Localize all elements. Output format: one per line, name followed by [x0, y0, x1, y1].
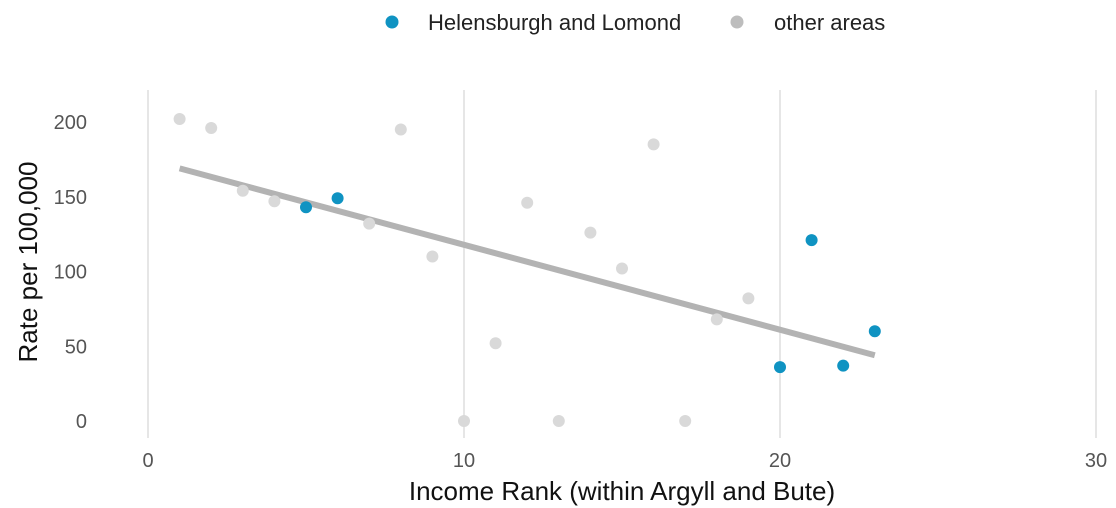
- legend-marker: [385, 15, 399, 29]
- data-points: [173, 113, 881, 427]
- y-tick-label: 100: [54, 262, 87, 284]
- data-point: [363, 217, 376, 230]
- x-tick-label: 30: [1085, 450, 1107, 472]
- data-point: [300, 201, 312, 214]
- data-point: [647, 138, 660, 151]
- x-axis-title: Income Rank (within Argyll and Bute): [409, 476, 835, 506]
- data-point: [331, 192, 344, 205]
- data-point: [584, 226, 597, 239]
- y-axis-title: Rate per 100,000: [13, 162, 43, 363]
- series-helensburgh-and-lomond: [300, 192, 881, 374]
- data-point: [458, 415, 470, 427]
- series-other-areas: [173, 113, 755, 427]
- data-point: [774, 361, 786, 374]
- data-point: [552, 415, 565, 427]
- data-point: [426, 250, 439, 263]
- y-tick-label: 200: [54, 112, 87, 134]
- data-point: [489, 337, 502, 350]
- gridlines: [147, 90, 1097, 438]
- y-tick-label: 150: [54, 187, 87, 209]
- y-tick-label: 0: [76, 411, 87, 433]
- data-point: [236, 184, 249, 197]
- y-axis-ticks: 0 50 100 150 200: [54, 112, 87, 433]
- data-point: [710, 313, 723, 326]
- data-point: [205, 121, 218, 134]
- data-point: [173, 113, 186, 126]
- x-tick-label: 0: [142, 450, 153, 472]
- legend-item-other-areas: other areas: [730, 10, 885, 35]
- data-point: [521, 196, 534, 209]
- data-point: [268, 195, 281, 208]
- x-tick-label: 20: [769, 450, 791, 472]
- y-tick-label: 50: [65, 336, 87, 358]
- data-point: [742, 292, 755, 305]
- trend-line: [178, 165, 876, 359]
- legend: Helensburgh and Lomond other areas: [385, 10, 885, 35]
- x-tick-label: 10: [453, 450, 475, 472]
- data-point: [868, 325, 881, 338]
- data-point: [616, 262, 628, 275]
- data-point: [837, 359, 850, 372]
- legend-label: Helensburgh and Lomond: [428, 10, 681, 35]
- data-point: [805, 234, 818, 247]
- legend-item-helensburgh-and-lomond: Helensburgh and Lomond: [385, 10, 681, 35]
- x-axis-ticks: 0 10 20 30: [142, 450, 1107, 472]
- legend-label: other areas: [774, 10, 885, 35]
- data-point: [679, 415, 692, 427]
- legend-marker: [730, 15, 744, 29]
- data-point: [394, 123, 407, 136]
- trend-line-group: [178, 165, 876, 359]
